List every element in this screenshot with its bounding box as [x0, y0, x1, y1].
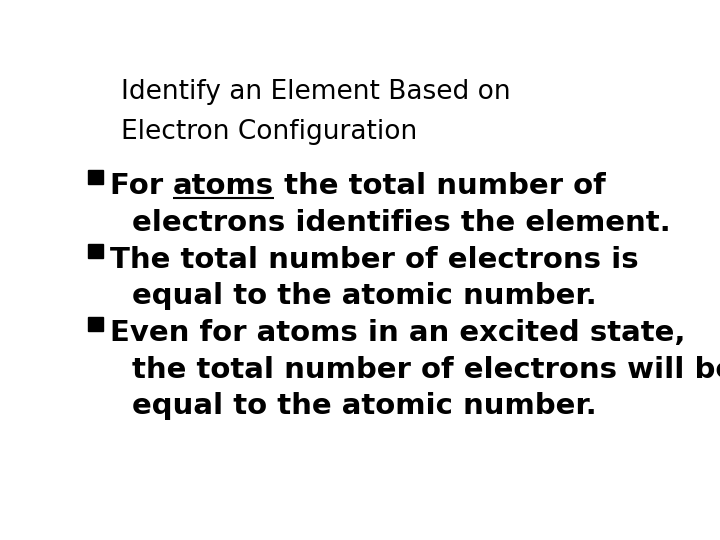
Text: the total number of: the total number of	[274, 172, 606, 200]
Bar	[89, 317, 103, 332]
Text: The total number of electrons is: The total number of electrons is	[109, 246, 638, 274]
Text: For: For	[109, 172, 173, 200]
Text: electrons identifies the element.: electrons identifies the element.	[132, 208, 670, 237]
Text: Even for atoms in an excited state,: Even for atoms in an excited state,	[109, 319, 685, 347]
Text: the total number of electrons will be: the total number of electrons will be	[132, 356, 720, 384]
Bar	[89, 244, 103, 258]
Text: Electron Configuration: Electron Configuration	[121, 119, 417, 145]
Text: equal to the atomic number.: equal to the atomic number.	[132, 393, 597, 421]
Bar	[89, 170, 103, 184]
Text: atoms: atoms	[173, 172, 274, 200]
Text: equal to the atomic number.: equal to the atomic number.	[132, 282, 597, 310]
Text: Identify an Element Based on: Identify an Element Based on	[121, 79, 510, 105]
